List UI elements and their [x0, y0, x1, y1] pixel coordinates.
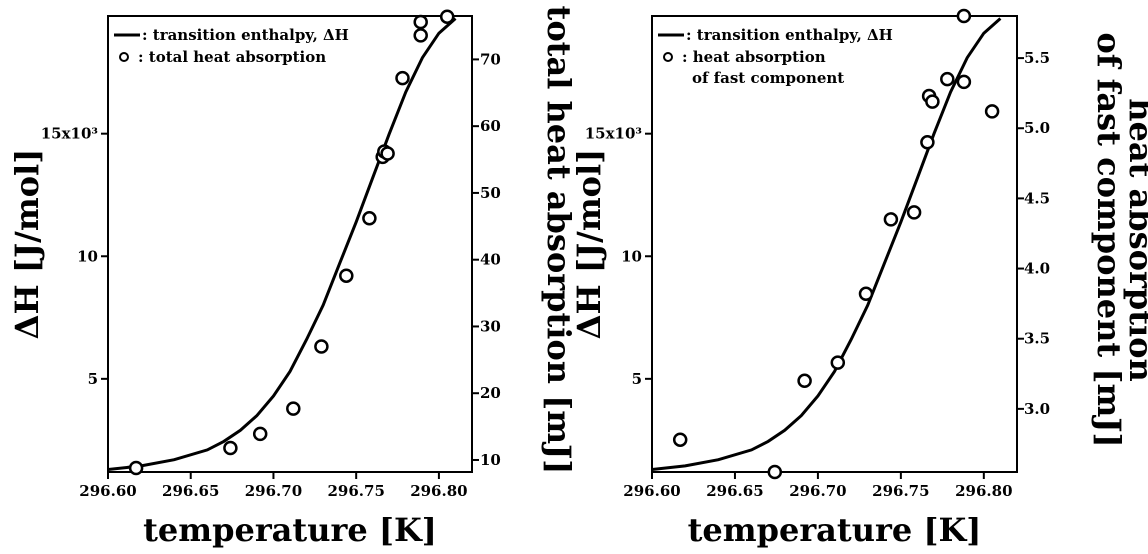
y-tick-label: 15x10³: [41, 125, 98, 143]
data-point: [413, 14, 428, 30]
x-axis-label: temperature [K]: [688, 511, 982, 549]
y-axis-label: ΔH [J/mol]: [8, 149, 46, 340]
y2-tick-label: 20: [480, 384, 501, 402]
y2-tick-label: 4.5: [1024, 189, 1050, 207]
y-tick-label: 5: [88, 370, 98, 388]
data-point: [314, 339, 329, 354]
data-point: [413, 28, 428, 43]
enthalpy-curve: [108, 17, 457, 471]
x-tick-label: 296.60: [623, 482, 680, 500]
y2-tick-label: 4.0: [1024, 260, 1050, 278]
x-tick-label: 296.80: [410, 482, 467, 500]
data-point: [797, 373, 812, 389]
plot-frame: [651, 15, 1018, 473]
data-point: [984, 104, 1000, 119]
x-tick-label: 296.65: [706, 482, 763, 500]
data-point: [252, 426, 268, 442]
x-axis-label: temperature [K]: [143, 511, 437, 549]
data-point: [920, 135, 935, 150]
data-point: [906, 205, 922, 220]
x-tick-label: 296.70: [789, 482, 846, 500]
data-point: [672, 432, 688, 447]
x-tick-label: 296.65: [162, 482, 219, 500]
data-point: [830, 355, 846, 370]
y-tick-label: 5: [632, 370, 642, 388]
y-axis-label: ΔH [J/mol]: [570, 149, 608, 340]
data-point: [128, 460, 144, 476]
data-point: [286, 401, 301, 416]
data-point: [767, 464, 783, 480]
data-point: [395, 70, 410, 86]
y2-tick-label: 5.5: [1024, 49, 1050, 67]
data-point: [883, 212, 899, 227]
legend-line-label: : transition enthalpy, ΔH: [686, 26, 893, 44]
data-point: [858, 286, 874, 302]
legend-marker-label: : heat absorption: [682, 48, 826, 66]
x-tick-label: 296.60: [79, 482, 136, 500]
y2-axis-label-line: of fast component [mJ]: [1090, 32, 1128, 447]
y2-axis-label-line: heat absorption: [1122, 98, 1148, 382]
y2-tick-label: 40: [480, 251, 501, 269]
x-tick-label: 296.70: [245, 482, 302, 500]
y-tick-label: 10: [621, 247, 642, 265]
left-chart-panel: 296.60 296.65 296.70 296.75 296.80 5 10 15x10³ 1…: [8, 6, 578, 549]
data-point: [339, 268, 354, 283]
x-tick-label: 296.75: [872, 482, 929, 500]
legend-line-label: : transition enthalpy, ΔH: [142, 26, 349, 44]
y2-tick-label: 30: [480, 317, 501, 335]
x-tick-label: 296.80: [955, 482, 1012, 500]
legend-marker-label: of fast component: [692, 69, 844, 87]
y-tick-label: 15x10³: [585, 125, 642, 143]
y2-tick-label: 3.0: [1024, 400, 1050, 418]
y2-tick-label: 50: [480, 184, 501, 202]
right-chart-panel: 296.60 296.65 296.70 296.75 296.80 5 10 15x10³ 3…: [570, 8, 1148, 549]
y2-tick-label: 5.0: [1024, 119, 1050, 137]
legend-marker-label: : total heat absorption: [138, 48, 326, 66]
y2-tick-label: 70: [480, 50, 501, 68]
y2-tick-label: 10: [480, 451, 501, 469]
data-point: [380, 146, 395, 161]
data-point: [362, 211, 377, 226]
data-point: [956, 74, 972, 90]
y2-tick-label: 3.5: [1024, 330, 1050, 348]
x-tick-label: 296.75: [327, 482, 384, 500]
legend-marker-swatch: [119, 52, 129, 62]
plot-frame: [107, 15, 473, 473]
data-point: [223, 440, 238, 456]
data-point: [940, 71, 955, 87]
y2-axis-label: total heat absorption [mJ]: [540, 6, 578, 475]
y2-tick-label: 60: [480, 117, 501, 135]
data-point: [925, 94, 940, 109]
y-tick-label: 10: [77, 247, 98, 265]
data-point: [439, 9, 455, 24]
legend-marker-swatch: [663, 52, 673, 62]
enthalpy-curve: [652, 17, 1002, 471]
data-point: [956, 8, 972, 24]
